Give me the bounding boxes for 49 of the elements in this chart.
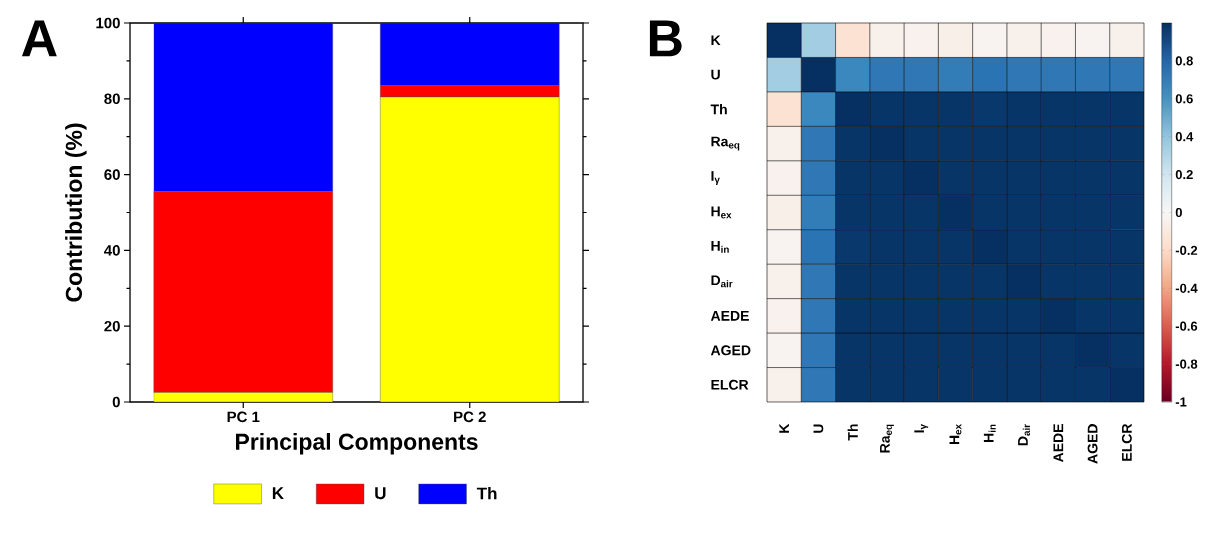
legend-label: U: [375, 487, 386, 500]
x-tick-label: ELCR: [1121, 423, 1132, 461]
x-tick-label: Ra$_{eq}$: [880, 424, 894, 453]
color-bar-label: 0.6: [1175, 94, 1193, 104]
y-tick-label: Th: [710, 104, 727, 115]
color-bar-label: -0.2: [1175, 245, 1198, 255]
y-tick-label: ELCR: [711, 379, 749, 390]
y-tick-label: I$_{γ}$: [711, 171, 720, 185]
y-tick-label: AGED: [710, 345, 751, 356]
y-tick-label: H$_{ex}$: [711, 206, 732, 219]
y-tick-label: K: [711, 35, 721, 46]
y-tick-label: D$_{air}$: [711, 275, 733, 288]
x-axis-title: Principal Components: [236, 433, 478, 455]
color-bar-label: -0.6: [1175, 321, 1198, 331]
x-tick-label: U: [813, 424, 824, 433]
y-tick-label: 80: [104, 93, 120, 105]
color-bar-label: 0.4: [1175, 132, 1194, 142]
x-tick-label: Th: [847, 424, 858, 441]
x-tick-label: PC 2: [454, 411, 486, 423]
bar: [153, 22, 333, 192]
x-tick-label: D$_{air}$: [1018, 424, 1030, 446]
x-tick-label: K: [779, 423, 789, 433]
color-bar-label: 0.8: [1175, 56, 1193, 66]
x-tick-label: PC 1: [227, 411, 260, 423]
y-tick-label: Ra$_{eq}$: [711, 136, 740, 151]
chart-title: B: [649, 20, 682, 57]
x-tick-label: I$_{γ}$: [914, 424, 929, 433]
x-tick-label: H$_{in}$: [983, 424, 996, 442]
color-bar-label: 0.2: [1175, 169, 1193, 180]
y-tick-label: 100: [96, 17, 120, 29]
y-axis-title: Contribution (%): [65, 123, 87, 302]
color-bar-label: -1: [1175, 397, 1187, 407]
legend-label: K: [272, 487, 284, 500]
color-bar-label: -0.4: [1175, 283, 1198, 293]
bar: [380, 22, 560, 86]
color-bar-label: 0: [1175, 207, 1182, 218]
y-tick-label: 40: [104, 245, 120, 256]
x-tick-label: AGED: [1087, 424, 1098, 464]
y-tick-label: 20: [104, 320, 120, 332]
legend-label: Th: [476, 487, 497, 500]
chart-title: A: [21, 20, 57, 57]
color-bar-label: -0.8: [1175, 359, 1198, 369]
y-tick-label: U: [711, 69, 720, 80]
x-tick-label: H$_{ex}$: [949, 424, 962, 445]
y-tick-label: AEDE: [710, 311, 749, 321]
y-tick-label: H$_{in}$: [711, 241, 729, 253]
x-tick-label: AEDE: [1053, 424, 1064, 463]
y-tick-label: 60: [104, 169, 120, 180]
y-tick-label: 0: [112, 396, 120, 408]
